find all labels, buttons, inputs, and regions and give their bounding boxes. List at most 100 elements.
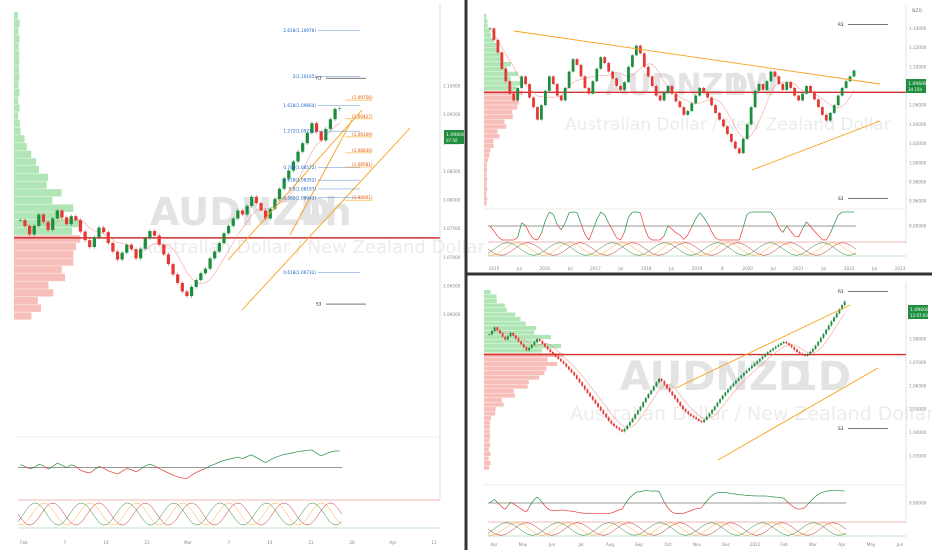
left-rsi-segment bbox=[75, 466, 81, 471]
left-rsi-segment bbox=[288, 452, 294, 455]
tr-candle-body bbox=[801, 93, 804, 101]
br-channel-line bbox=[717, 367, 879, 461]
left-candle-body bbox=[18, 220, 22, 221]
br-candle-body bbox=[679, 402, 682, 406]
br-candle-body bbox=[716, 402, 719, 407]
tr-rsi-segment bbox=[569, 211, 574, 214]
tr-volume-profile-bar bbox=[484, 158, 488, 163]
tr-volume-profile-bar bbox=[484, 196, 488, 201]
pane-top-right-1w[interactable]: AUDNZD 1W Australian Dollar / New Zealan… bbox=[484, 6, 927, 271]
br-candle-body bbox=[586, 389, 589, 393]
pane-bottom-right-1d[interactable]: AUDNZD 1D Australian Dollar / New Zealan… bbox=[484, 282, 932, 547]
tr-candle-body bbox=[718, 112, 721, 120]
br-channel-line bbox=[675, 304, 851, 389]
tr-candle-body bbox=[805, 86, 808, 94]
left-rsi-segment bbox=[145, 463, 151, 467]
br-candle-body bbox=[777, 344, 780, 347]
br-candle-body bbox=[652, 386, 655, 391]
tr-candle-body bbox=[722, 119, 725, 127]
br-rsi-segment bbox=[621, 504, 625, 510]
br-candle-body bbox=[583, 385, 586, 390]
pane-left-4h[interactable]: AUDNZD 4h Australian Dollar / New Zealan… bbox=[0, 0, 485, 550]
tr-candle-body bbox=[650, 76, 654, 86]
tr-candle-body bbox=[559, 95, 563, 101]
left-fib-label: 2.618(1.10976) bbox=[283, 28, 316, 33]
left-rsi-segment bbox=[172, 474, 178, 478]
br-candle-body bbox=[689, 413, 692, 416]
br-candle-body bbox=[533, 341, 536, 345]
left-volume-profile-bar bbox=[14, 119, 20, 128]
tr-candle-body bbox=[488, 28, 492, 29]
br-candle-body bbox=[684, 409, 687, 412]
left-volume-profile-bar bbox=[14, 235, 81, 243]
left-channel-line bbox=[241, 127, 411, 311]
br-rsi-segment bbox=[672, 511, 676, 514]
br-osc-line bbox=[487, 522, 847, 536]
tr-rsi-segment bbox=[818, 235, 823, 241]
tr-rsi-segment bbox=[798, 228, 803, 237]
left-rsi-segment bbox=[209, 463, 215, 467]
tr-candle-body bbox=[666, 86, 670, 93]
tr-volume-profile-bar bbox=[484, 62, 512, 67]
left-candle-body bbox=[217, 243, 221, 252]
left-candle-body bbox=[162, 244, 166, 255]
left-rsi-segment bbox=[219, 460, 225, 463]
tr-rsi-segment bbox=[814, 230, 819, 236]
left-volume-profile-bar bbox=[14, 158, 36, 166]
tr-rsi-segment bbox=[687, 226, 693, 235]
br-candle-body bbox=[748, 368, 751, 371]
left-price-sub: 07:50 bbox=[446, 138, 458, 143]
tr-y-tick: 0.96000 bbox=[909, 199, 927, 204]
left-rsi-segment bbox=[330, 450, 336, 453]
tr-rsi-segment bbox=[525, 225, 530, 234]
br-x-tick: Jul bbox=[577, 542, 583, 547]
br-candle-body bbox=[488, 334, 491, 336]
tr-rsi-segment bbox=[810, 226, 815, 232]
br-candle-body bbox=[575, 375, 578, 379]
br-candle-body bbox=[756, 361, 759, 364]
br-rsi-pane: 0.00000 bbox=[484, 484, 927, 537]
left-x-tick: 7 bbox=[228, 540, 231, 545]
left-y-tick: 1.07000 bbox=[443, 255, 461, 260]
br-volume-profile-bar bbox=[484, 312, 516, 317]
left-volume-profile-bar bbox=[14, 112, 19, 120]
tr-rsi-segment bbox=[612, 230, 617, 239]
left-rsi-segment bbox=[325, 451, 331, 455]
tr-candle-body bbox=[836, 95, 840, 106]
tr-rsi-segment bbox=[806, 221, 811, 227]
tr-rsi-segment bbox=[691, 218, 697, 227]
br-candle-body bbox=[538, 339, 541, 341]
tr-candle-body bbox=[749, 107, 753, 125]
br-candle-body bbox=[811, 348, 814, 352]
br-volume-profile-bar bbox=[484, 456, 489, 461]
br-candle-body bbox=[636, 410, 639, 415]
tr-volume-profile-bar bbox=[484, 52, 504, 57]
left-target-label: (1.09109) bbox=[352, 132, 373, 137]
tr-price-label: 1.09608 bbox=[908, 81, 927, 87]
left-candle-body bbox=[296, 151, 300, 162]
br-candle-body bbox=[793, 347, 796, 350]
tr-x-tick: Jul bbox=[567, 266, 573, 271]
tr-candle-body bbox=[591, 81, 595, 94]
left-x-tick: 14 bbox=[103, 540, 109, 545]
tr-candle-body bbox=[512, 93, 516, 101]
tr-rsi-segment bbox=[742, 213, 748, 228]
left-volume-profile-bar bbox=[14, 304, 42, 312]
br-x-tick: Nov bbox=[693, 542, 702, 547]
br-candle-body bbox=[822, 333, 825, 338]
tr-candle-body bbox=[773, 71, 777, 77]
tr-candle-body bbox=[579, 64, 583, 77]
tr-rsi-segment bbox=[588, 230, 594, 241]
tr-x-tick: 8 bbox=[721, 266, 724, 271]
br-candle-body bbox=[597, 403, 599, 407]
br-candle-body bbox=[546, 346, 549, 350]
tr-candle-body bbox=[631, 55, 634, 67]
tr-rsi-segment bbox=[738, 227, 744, 241]
left-candle-body bbox=[60, 210, 64, 218]
left-candle-body bbox=[27, 225, 32, 235]
tr-rsi-segment bbox=[497, 236, 503, 241]
tr-candle-body bbox=[828, 112, 832, 121]
left-rsi-segment bbox=[274, 455, 280, 458]
tr-candle-body bbox=[737, 148, 741, 154]
br-rsi-segment bbox=[706, 497, 710, 502]
